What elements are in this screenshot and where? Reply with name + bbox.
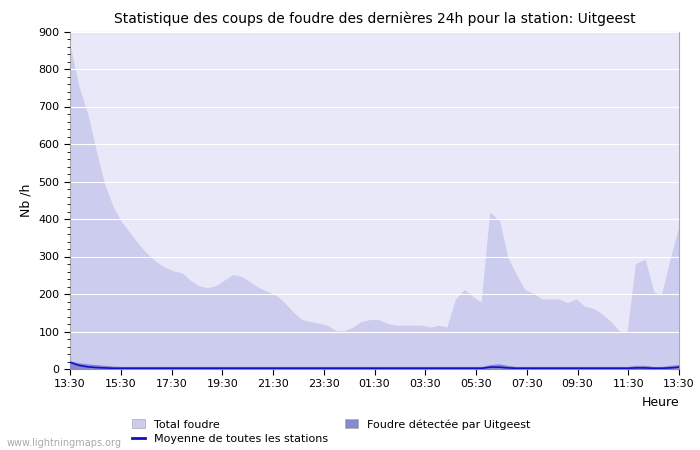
Y-axis label: Nb /h: Nb /h [20,184,33,217]
Legend: Total foudre, Moyenne de toutes les stations, Foudre détectée par Uitgeest: Total foudre, Moyenne de toutes les stat… [132,419,530,445]
Title: Statistique des coups de foudre des dernières 24h pour la station: Uitgeest: Statistique des coups de foudre des dern… [113,12,636,26]
Text: Heure: Heure [641,396,679,409]
Text: www.lightningmaps.org: www.lightningmaps.org [7,438,122,448]
